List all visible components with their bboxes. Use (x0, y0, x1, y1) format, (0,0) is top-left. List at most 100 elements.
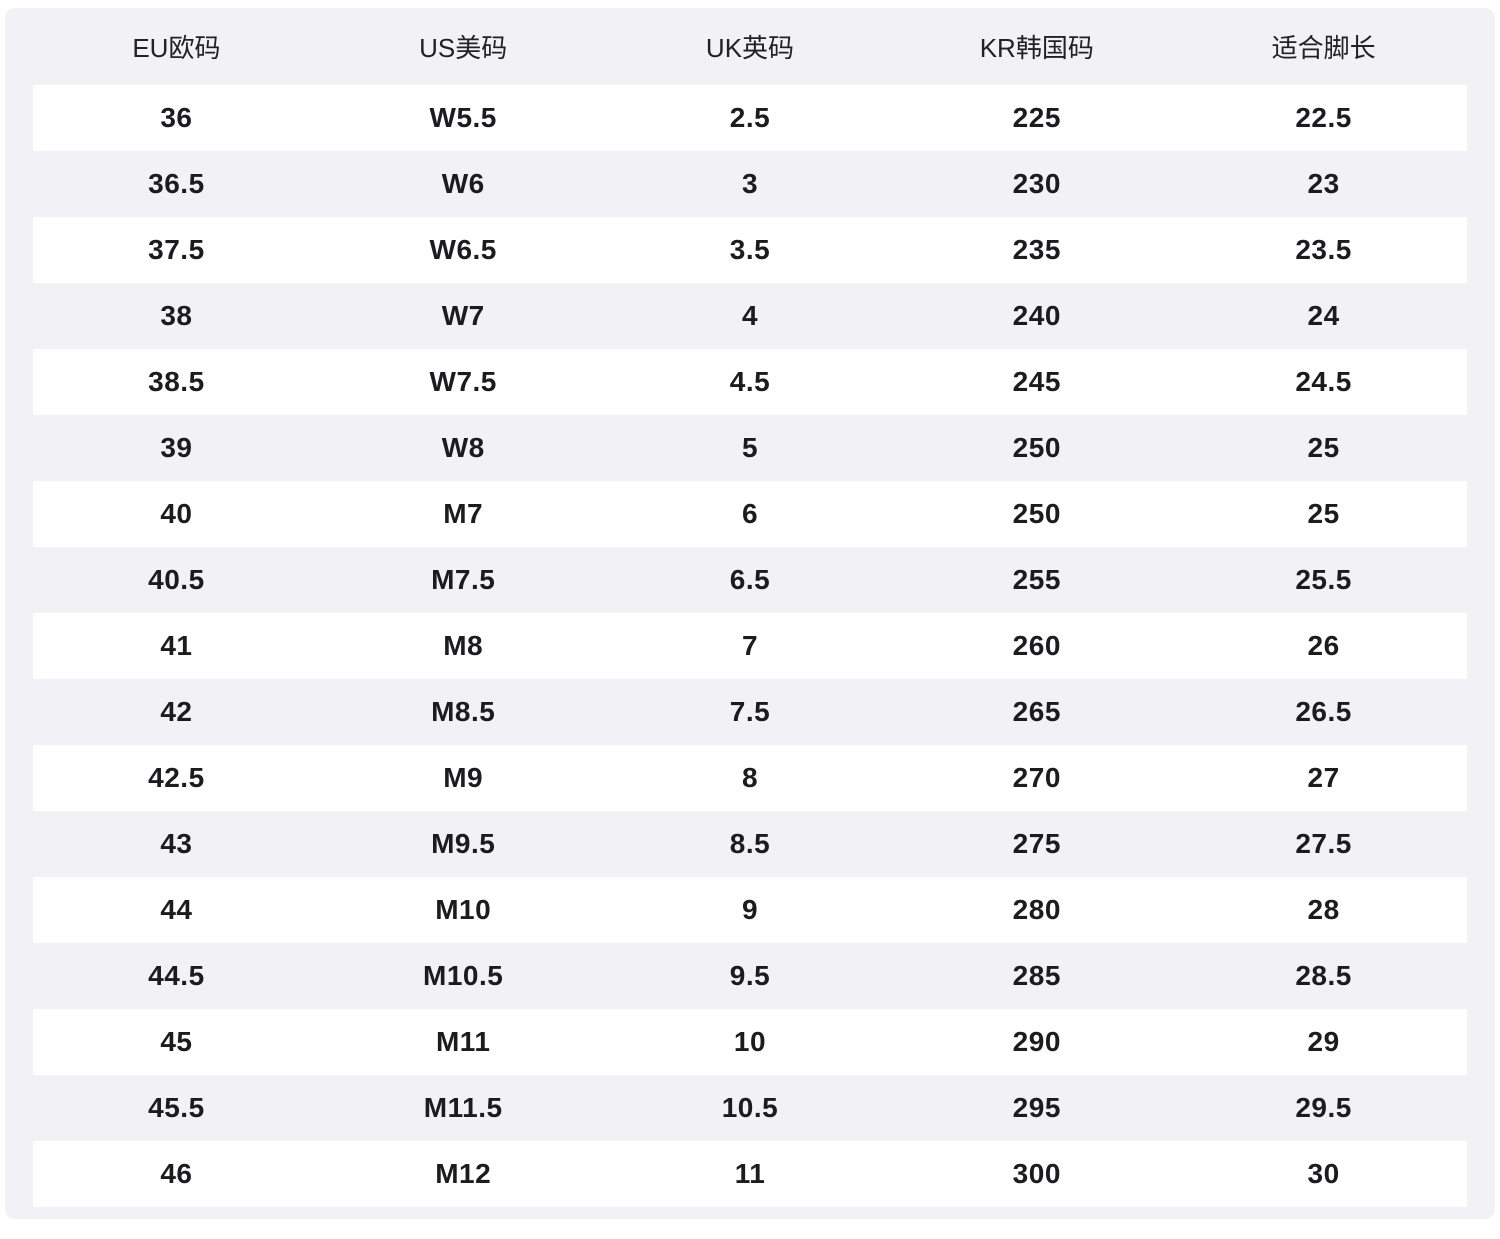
table-cell: 6.5 (729, 564, 771, 595)
table-header-row: EU欧码 US美码 UK英码 KR韩国码 适合脚长 (33, 8, 1467, 85)
table-cell: M11 (435, 1026, 491, 1057)
table-cell: 290 (1012, 1026, 1061, 1057)
table-cell: 265 (1012, 696, 1061, 727)
table-cell: M8.5 (431, 696, 496, 727)
table-cell: 10.5 (721, 1092, 779, 1123)
table-cell: 225 (1012, 102, 1061, 133)
table-cell: M8 (443, 630, 484, 661)
table-cell: 270 (1012, 762, 1061, 793)
header-cell: US美码 (419, 33, 508, 63)
table-cell: 4 (741, 300, 759, 331)
table-cell: W6 (441, 168, 485, 199)
table-row: 38.5 W7.5 4.5 245 24.5 (33, 349, 1467, 415)
table-row: 44 M10 9 280 28 (33, 877, 1467, 943)
table-cell: 250 (1012, 498, 1061, 529)
table-cell: 245 (1012, 366, 1061, 397)
table-row: 41 M8 7 260 26 (33, 613, 1467, 679)
table-cell: 27 (1307, 762, 1340, 793)
table-cell: 230 (1012, 168, 1061, 199)
table-cell: 46 (160, 1158, 193, 1189)
table-cell: 26 (1307, 630, 1340, 661)
table-cell: 39 (160, 432, 193, 463)
table-cell: 42 (160, 696, 193, 727)
table-cell: 28 (1307, 894, 1340, 925)
table-cell: 27.5 (1295, 828, 1352, 859)
table-cell: 8.5 (729, 828, 771, 859)
table-cell: 25 (1307, 432, 1340, 463)
table-cell: W7 (441, 300, 485, 331)
table-body: 36 W5.5 2.5 225 22.5 36.5 W6 3 230 23 37.5 W6.5 3.5 2… (33, 85, 1467, 1207)
table-cell: 23.5 (1295, 234, 1352, 265)
table-cell: 24 (1307, 300, 1340, 331)
table-cell: 38.5 (148, 366, 205, 397)
table-cell: 22.5 (1295, 102, 1352, 133)
table-cell: M9.5 (431, 828, 496, 859)
table-cell: 26.5 (1295, 696, 1352, 727)
table-cell: 23 (1307, 168, 1340, 199)
table-cell: 9.5 (729, 960, 771, 991)
table-cell: 9 (741, 894, 759, 925)
table-cell: 36 (160, 102, 193, 133)
table-row: 45 M11 10 290 29 (33, 1009, 1467, 1075)
table-cell: 25 (1307, 498, 1340, 529)
table-row: 42.5 M9 8 270 27 (33, 745, 1467, 811)
table-cell: 235 (1012, 234, 1061, 265)
table-row: 46 M12 11 300 30 (33, 1141, 1467, 1207)
table-cell: 40.5 (148, 564, 205, 595)
header-cell: KR韩国码 (979, 33, 1094, 63)
table-cell: M12 (435, 1158, 492, 1189)
table-cell: 275 (1012, 828, 1061, 859)
table-cell: 29 (1307, 1026, 1340, 1057)
table-cell: 28.5 (1295, 960, 1352, 991)
table-row: 37.5 W6.5 3.5 235 23.5 (33, 217, 1467, 283)
table-cell: 280 (1012, 894, 1061, 925)
table-cell: 300 (1012, 1158, 1061, 1189)
header-cell: 适合脚长 (1271, 33, 1376, 63)
table-row: 39 W8 5 250 25 (33, 415, 1467, 481)
table-cell: W7.5 (429, 366, 497, 397)
table-cell: 295 (1012, 1092, 1061, 1123)
table-cell: M10.5 (423, 960, 504, 991)
table-cell: 44 (160, 894, 193, 925)
table-cell: 24.5 (1295, 366, 1352, 397)
table-row: 40.5 M7.5 6.5 255 25.5 (33, 547, 1467, 613)
table-cell: 30 (1307, 1158, 1340, 1189)
size-chart-card: EU欧码 US美码 UK英码 KR韩国码 适合脚长 36 W5.5 2.5 225 22.5 36… (5, 8, 1495, 1219)
table-cell: 7.5 (729, 696, 771, 727)
table-cell: 8 (741, 762, 759, 793)
header-cell: UK英码 (705, 33, 795, 63)
table-cell: 5 (741, 432, 759, 463)
table-cell: 44.5 (148, 960, 205, 991)
table-cell: M11.5 (423, 1092, 503, 1123)
header-cell: EU欧码 (132, 33, 221, 63)
table-cell: M7.5 (431, 564, 496, 595)
table-cell: 3.5 (729, 234, 771, 265)
table-cell: 240 (1012, 300, 1061, 331)
table-cell: 7 (741, 630, 759, 661)
table-cell: 6 (741, 498, 759, 529)
table-row: 45.5 M11.5 10.5 295 29.5 (33, 1075, 1467, 1141)
table-cell: 40 (160, 498, 193, 529)
table-cell: 11 (734, 1158, 766, 1189)
table-cell: M9 (443, 762, 484, 793)
table-cell: 285 (1012, 960, 1061, 991)
table-cell: W5.5 (429, 102, 497, 133)
table-cell: M10 (435, 894, 492, 925)
table-cell: 29.5 (1295, 1092, 1352, 1123)
table-cell: 38 (160, 300, 193, 331)
table-cell: 260 (1012, 630, 1061, 661)
table-row: 40 M7 6 250 25 (33, 481, 1467, 547)
table-cell: 3 (741, 168, 759, 199)
table-cell: 25.5 (1295, 564, 1352, 595)
table-row: 36.5 W6 3 230 23 (33, 151, 1467, 217)
table-row: 43 M9.5 8.5 275 27.5 (33, 811, 1467, 877)
table-cell: 10 (733, 1026, 767, 1057)
table-cell: M7 (443, 498, 484, 529)
table-row: 36 W5.5 2.5 225 22.5 (33, 85, 1467, 151)
table-cell: 43 (160, 828, 193, 859)
table-cell: 250 (1012, 432, 1061, 463)
table-cell: 41 (160, 630, 193, 661)
table-cell: 4.5 (729, 366, 771, 397)
table-cell: 2.5 (729, 102, 771, 133)
table-cell: 36.5 (148, 168, 205, 199)
